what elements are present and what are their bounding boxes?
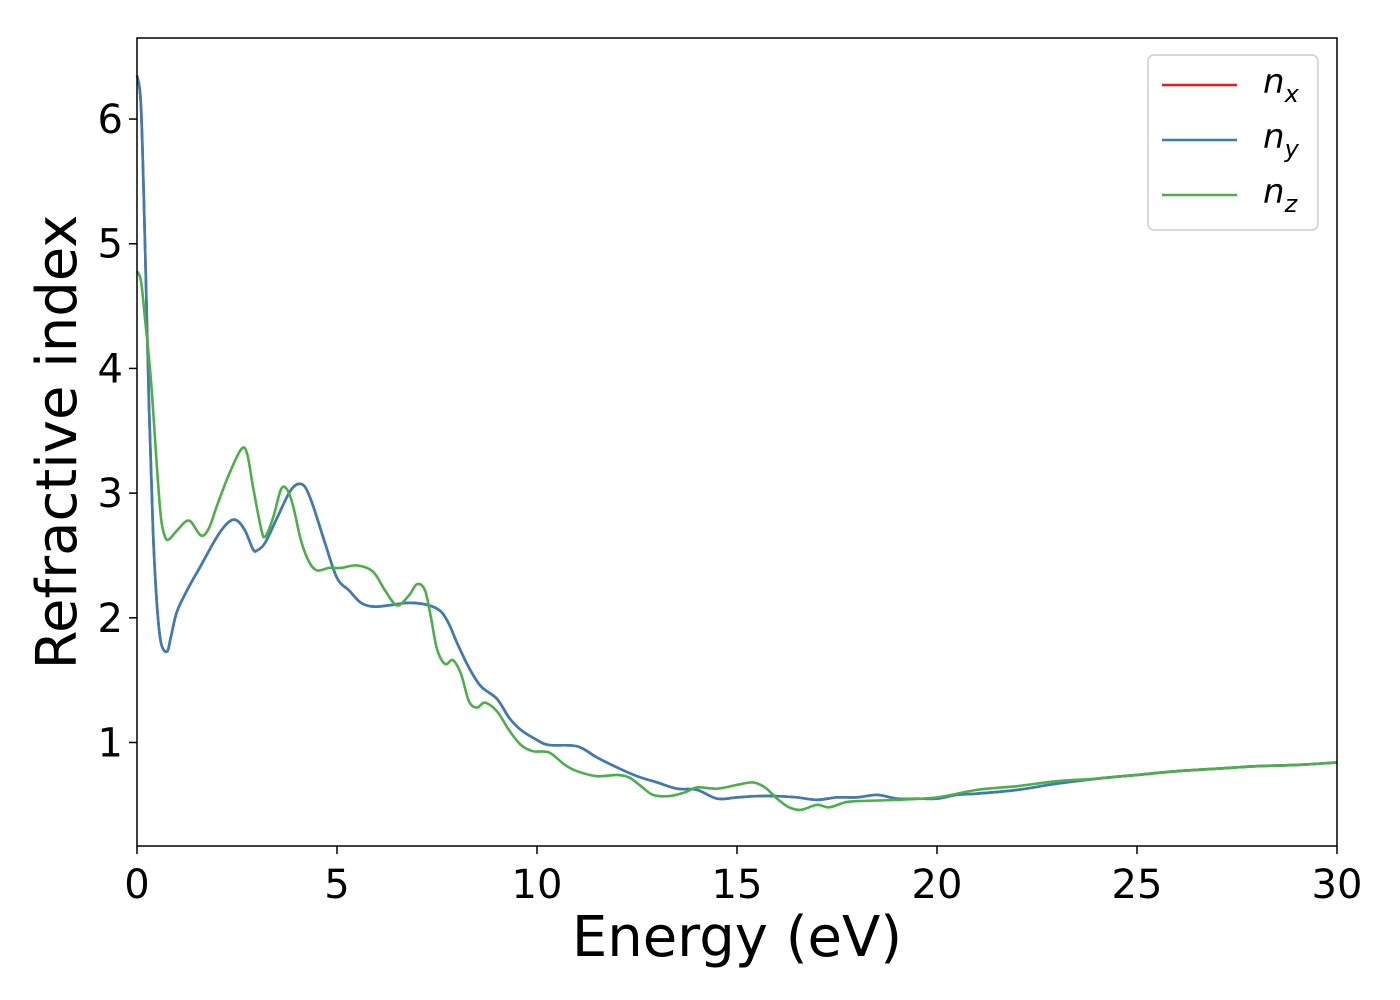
y-tick-label: 4 <box>98 346 123 392</box>
y-axis-ticks: 1 2 3 4 5 6 <box>98 97 137 766</box>
y-tick-label: 6 <box>98 97 123 143</box>
x-axis-label: Energy (eV) <box>572 905 902 970</box>
x-tick-label: 25 <box>1112 862 1163 908</box>
x-tick-label: 15 <box>712 862 763 908</box>
series-line-nz <box>137 271 1337 810</box>
x-tick-label: 0 <box>124 862 149 908</box>
x-tick-label: 10 <box>512 862 563 908</box>
y-tick-label: 5 <box>98 222 123 268</box>
x-tick-label: 20 <box>912 862 963 908</box>
legend: nxnynz <box>1148 55 1318 230</box>
y-tick-label: 3 <box>98 471 123 517</box>
x-axis-ticks: 0 5 10 15 20 25 30 <box>124 846 1362 908</box>
y-tick-label: 2 <box>98 596 123 642</box>
y-axis-label: Refractive index <box>25 215 90 670</box>
y-tick-label: 1 <box>98 721 123 767</box>
x-tick-label: 30 <box>1312 862 1363 908</box>
x-tick-label: 5 <box>324 862 349 908</box>
